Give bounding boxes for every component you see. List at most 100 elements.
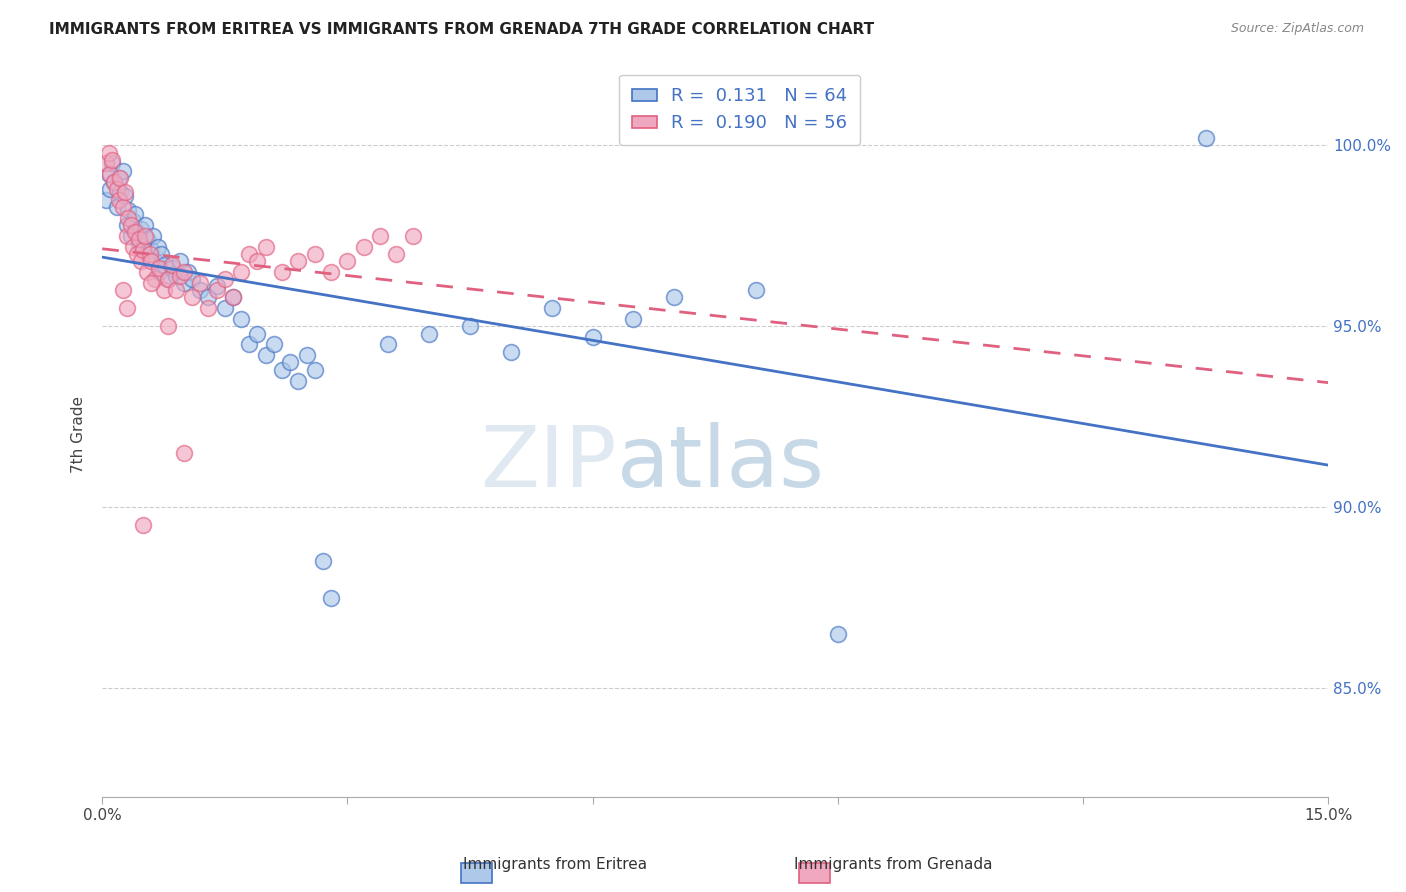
Point [100,167,122,181]
Point [188,283,211,297]
Point [142,228,165,243]
Point [263,337,285,351]
Point [458,319,481,334]
Point [107,170,129,185]
Point [181,272,204,286]
Point [181,290,204,304]
Point [385,247,408,261]
Point [134,218,156,232]
Point [312,554,335,568]
Point [540,301,562,315]
Point [114,189,136,203]
Point [122,240,145,254]
Point [150,247,173,261]
Point [111,283,134,297]
Point [287,374,309,388]
Text: Immigrants from Eritrea: Immigrants from Eritrea [464,857,647,872]
Point [138,251,160,265]
Point [287,254,309,268]
Point [156,319,179,334]
Point [205,283,228,297]
Point [664,290,686,304]
Point [101,156,124,170]
Point [148,265,170,279]
Point [177,265,200,279]
Point [100,182,122,196]
Point [377,337,399,351]
Point [143,254,166,268]
Point [222,290,245,304]
Point [827,627,849,641]
Point [271,362,294,376]
Point [222,290,245,304]
Point [173,446,195,460]
Point [156,272,179,286]
Point [132,518,155,533]
Point [304,362,326,376]
Point [138,247,160,261]
Point [156,272,179,286]
Point [336,254,359,268]
Point [581,330,603,344]
Point [173,265,195,279]
Point [254,240,277,254]
Point [271,265,294,279]
Point [1194,131,1216,145]
Text: ZIP: ZIP [481,422,617,505]
Point [134,228,156,243]
Point [131,221,153,235]
Point [125,247,148,261]
Point [319,591,342,605]
Y-axis label: 7th Grade: 7th Grade [72,396,86,474]
Point [117,203,139,218]
Point [115,301,138,315]
Point [97,145,120,160]
Point [295,348,318,362]
Point [128,232,150,246]
Point [107,193,129,207]
Point [173,276,195,290]
Point [105,182,128,196]
Point [623,312,645,326]
Point [160,261,183,276]
Text: IMMIGRANTS FROM ERITREA VS IMMIGRANTS FROM GRENADA 7TH GRADE CORRELATION CHART: IMMIGRANTS FROM ERITREA VS IMMIGRANTS FR… [49,22,875,37]
Point [115,228,138,243]
Point [214,301,236,315]
Point [165,268,187,283]
Legend: R =  0.131   N = 64, R =  0.190   N = 56: R = 0.131 N = 64, R = 0.190 N = 56 [619,75,860,145]
Point [136,232,159,246]
Point [197,301,219,315]
Point [132,244,155,258]
Point [231,312,253,326]
Point [101,153,124,167]
Point [278,355,301,369]
Point [160,258,183,272]
Point [117,211,139,225]
Point [141,254,163,268]
Point [499,344,522,359]
Point [169,268,191,283]
Text: Source: ZipAtlas.com: Source: ZipAtlas.com [1230,22,1364,36]
Point [304,247,326,261]
Point [214,272,236,286]
Point [231,265,253,279]
Point [103,175,125,189]
Point [132,240,155,254]
Point [115,218,138,232]
Point [111,200,134,214]
Point [238,337,260,351]
Point [745,283,768,297]
Point [146,240,169,254]
Point [120,218,142,232]
Point [353,240,375,254]
Point [108,186,131,200]
Point [254,348,277,362]
Point [124,207,146,221]
Point [246,326,269,341]
Point [124,225,146,239]
Point [319,265,342,279]
Point [136,265,159,279]
Point [131,254,153,268]
Point [152,258,174,272]
Point [402,228,425,243]
